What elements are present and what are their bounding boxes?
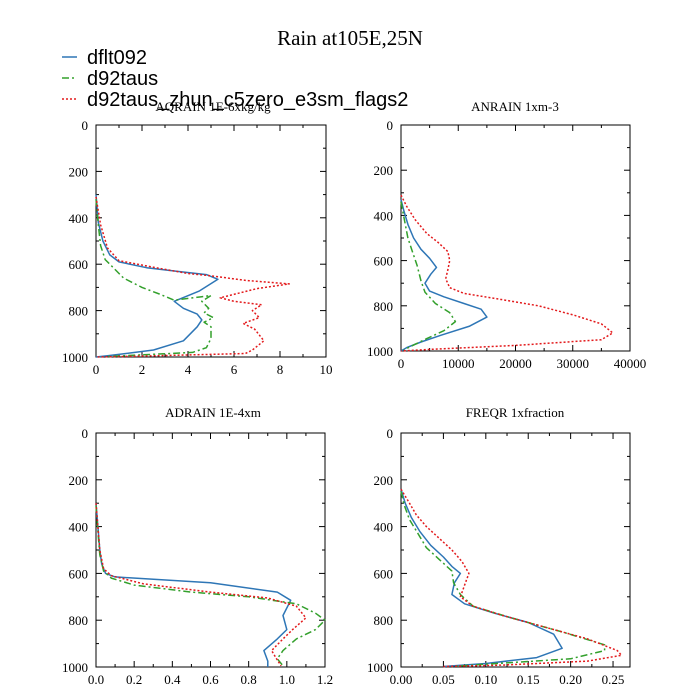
x-tick-label: 0.25 [602,672,625,687]
x-tick-label: 0.10 [474,672,497,687]
x-tick-label: 0.4 [164,672,181,687]
y-tick-label: 0 [82,118,89,133]
x-tick-label: 8 [277,362,284,377]
legend-label-d92taus: d92taus [87,68,158,90]
series-lines-freqr [400,488,623,668]
series-line-dflt092 [400,488,563,668]
series-line-d92taus [400,491,606,668]
legend-entry-dflt092: dflt092 [62,47,147,69]
y-tick-label: 400 [374,520,394,535]
panel-title-aqrain: AQRAIN 1E-6xkg/kg [155,99,271,114]
x-tick-label: 0.8 [241,672,257,687]
plot-area-anrain [400,124,631,352]
x-tick-label: 20000 [499,356,532,371]
x-tick-label: 1.0 [279,672,295,687]
legend-entry-d92taus: d92taus [62,68,158,90]
y-tick-label: 600 [374,566,394,581]
series-lines-aqrain [95,194,290,358]
panel-freqr: FREQR 1xfraction 0 200 400 600 800 10000.00 0.… [367,405,631,687]
x-tick-label: 0.20 [559,672,582,687]
panel-title-anrain: ANRAIN 1xm-3 [471,99,559,114]
legend: dflt092 d92taus d92taus_zhun_c5zero_e3sm… [62,47,408,111]
y-tick-label: 0 [387,426,394,441]
x-tick-label: 2 [139,362,146,377]
panel-title-adrain: ADRAIN 1E-4xm [165,405,261,420]
panel-title-freqr: FREQR 1xfraction [466,405,565,420]
y-tick-label: 800 [69,613,89,628]
y-tick-label: 1000 [62,660,88,675]
series-lines-anrain [400,194,614,352]
series-line-dflt092 [400,199,488,352]
y-tick-label: 600 [374,254,394,269]
figure-title: Rain at105E,25N [277,26,423,50]
plot-area-aqrain [95,124,327,358]
series-line-dflt092 [95,194,219,358]
x-tick-label: 0 [398,356,405,371]
y-tick-label: 200 [374,163,394,178]
y-tick-label: 1000 [367,660,393,675]
y-tick-label: 800 [374,299,394,314]
series-line-d92taus-zhun-c5zero-e3sm-flags2 [95,196,290,358]
series-line-dflt092 [95,503,292,667]
x-tick-label: 0.6 [202,672,219,687]
series-line-d92taus-zhun-c5zero-e3sm-flags2 [400,488,623,668]
y-tick-label: 200 [69,473,89,488]
y-tick-label: 200 [69,164,89,179]
y-tick-label: 400 [69,211,89,226]
axis-ticks-aqrain: 0 200 400 600 800 1000 0 2 4 6 8 10 [62,118,333,377]
x-tick-label: 30000 [557,356,590,371]
x-tick-label: 0 [93,362,100,377]
y-tick-label: 0 [387,118,394,133]
y-tick-label: 1000 [367,344,393,359]
x-tick-label: 10000 [442,356,475,371]
series-line-d92taus [95,505,326,667]
x-tick-label: 0.05 [432,672,455,687]
panel-adrain: ADRAIN 1E-4xm 0 200 400 600 800 10000.0 0.2 0.4… [62,405,333,687]
axis-ticks-freqr: 0 200 400 600 800 10000.00 0.05 0.10 0.15 0.20 0.2… [367,426,630,687]
y-tick-label: 0 [82,426,89,441]
series-line-d92taus [400,201,457,351]
series-line-d92taus-zhun-c5zero-e3sm-flags2 [400,194,614,352]
x-tick-label: 6 [231,362,238,377]
axis-ticks-adrain: 0 200 400 600 800 10000.0 0.2 0.4 0.6 0.8 1.0 1.2 [62,426,333,687]
series-line-d92taus [95,199,215,358]
x-tick-label: 4 [185,362,192,377]
x-tick-label: 10 [320,362,333,377]
y-tick-label: 400 [374,208,394,223]
y-tick-label: 600 [69,566,89,581]
y-tick-label: 200 [374,473,394,488]
y-tick-label: 1000 [62,350,88,365]
x-tick-label: 0.00 [390,672,413,687]
x-tick-label: 0.0 [88,672,104,687]
legend-label-d92taus-zhun: d92taus_zhun_c5zero_e3sm_flags2 [87,89,408,111]
x-tick-label: 1.2 [317,672,333,687]
x-tick-label: 40000 [614,356,647,371]
series-lines-adrain [95,503,326,667]
x-tick-label: 0.2 [126,672,142,687]
panel-aqrain: AQRAIN 1E-6xkg/kg 0 200 400 600 800 1000 0 2 4 6 8… [62,99,333,377]
y-tick-label: 600 [69,257,89,272]
legend-entry-d92taus-zhun: d92taus_zhun_c5zero_e3sm_flags2 [62,89,408,111]
y-tick-label: 800 [374,613,394,628]
y-tick-label: 400 [69,520,89,535]
x-tick-label: 0.15 [517,672,540,687]
y-tick-label: 800 [69,304,89,319]
series-line-d92taus-zhun-c5zero-e3sm-flags2 [95,503,307,667]
legend-label-dflt092: dflt092 [87,47,147,69]
